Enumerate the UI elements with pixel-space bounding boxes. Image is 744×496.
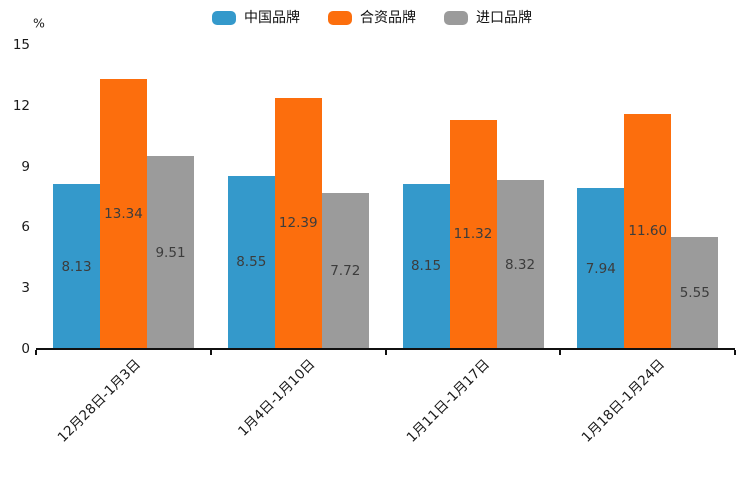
x-axis-tick: [209, 350, 212, 355]
x-axis-tick: [384, 350, 387, 355]
x-axis-tick: [559, 350, 562, 355]
bar-value-label: 8.15: [410, 258, 442, 275]
x-axis-category-label: 1月11日-1月17日: [404, 356, 494, 446]
legend-label: 进口品牌: [476, 10, 532, 26]
legend-swatch-icon: [328, 11, 352, 25]
x-axis-category-label: 1月4日-1月10日: [235, 356, 319, 440]
y-axis-tick-label: 12: [12, 97, 30, 114]
x-axis-tick: [35, 350, 37, 355]
bar-中国品牌-1月4日-1月10日: [227, 175, 275, 349]
bar-value-label: 7.72: [330, 262, 361, 279]
bar-合资品牌-1月11日-1月17日: [449, 119, 497, 349]
bar-value-label: 9.51: [155, 244, 186, 261]
bar-进口品牌-12月28日-1月3日: [147, 156, 194, 349]
bar-合资品牌-12月28日-1月3日: [100, 78, 147, 349]
bar-value-label: 12.39: [278, 215, 318, 232]
bar-value-label: 8.55: [236, 254, 267, 271]
bar-中国品牌-1月18日-1月24日: [577, 188, 625, 349]
bar-value-label: 11.32: [453, 226, 493, 243]
x-axis-category-label: 1月18日-1月24日: [578, 356, 669, 446]
x-axis-category-label: 12月28日-1月3日: [54, 356, 144, 446]
y-axis-tick-label: 0: [21, 341, 30, 357]
legend-swatch-icon: [444, 11, 468, 25]
bar-value-label: 5.55: [679, 284, 710, 301]
legend-item-joint-venture-brand[interactable]: 合资品牌: [328, 11, 416, 25]
y-axis-tick-label: 6: [21, 219, 30, 236]
legend-item-import-brand[interactable]: 进口品牌: [444, 11, 532, 25]
y-axis-tick-label: 9: [21, 158, 30, 175]
bar-中国品牌-12月28日-1月3日: [53, 184, 100, 349]
legend-item-china-brand[interactable]: 中国品牌: [212, 11, 300, 25]
bar-value-label: 11.60: [628, 223, 668, 240]
x-axis-tick: [734, 350, 736, 355]
bar-进口品牌-1月18日-1月24日: [671, 236, 719, 349]
legend-label: 合资品牌: [360, 10, 416, 26]
x-axis-line: [36, 348, 735, 350]
bar-value-label: 13.34: [104, 205, 143, 222]
bar-进口品牌-1月11日-1月17日: [496, 180, 544, 349]
bar-中国品牌-1月11日-1月17日: [402, 183, 450, 349]
chart-legend: 中国品牌 合资品牌 进口品牌: [0, 11, 744, 25]
legend-label: 中国品牌: [244, 10, 300, 26]
bar-合资品牌-1月18日-1月24日: [624, 113, 672, 349]
legend-swatch-icon: [212, 11, 236, 25]
y-axis-tick-label: 3: [21, 280, 30, 297]
bar-合资品牌-1月4日-1月10日: [274, 97, 322, 349]
bar-进口品牌-1月4日-1月10日: [321, 192, 369, 349]
bar-value-label: 8.13: [61, 258, 92, 275]
y-axis-unit-label: %: [33, 15, 45, 31]
y-axis-tick-label: 15: [12, 37, 30, 53]
bar-value-label: 7.94: [585, 260, 616, 277]
bar-value-label: 8.32: [504, 256, 536, 273]
